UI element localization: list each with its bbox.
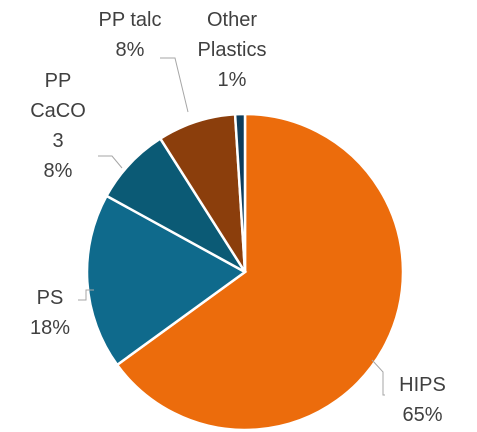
pie-slice [115,112,405,432]
slice-label: PS 18% [15,283,85,343]
category-label: PP talc [98,9,162,31]
leader-line [160,57,189,113]
slice-label: Other Plastics 1% [194,5,270,95]
pie-slice [233,112,247,273]
leader-line [371,359,385,396]
pie-slice [85,194,248,367]
value-label: 65% [402,404,443,426]
category-label: HIPS [399,374,446,396]
category-label: PS [36,287,64,309]
slice-label: PP CaCO3 8% [28,66,88,186]
category-label: PP CaCO3 [30,70,86,152]
leader-line [78,289,94,301]
slice-label: HIPS 65% [385,370,460,430]
slice-label: PP talc 8% [85,5,175,65]
value-label: 8% [115,39,145,61]
leader-line [98,155,123,169]
value-label: 1% [217,69,247,91]
category-label: Other Plastics [197,9,267,61]
value-label: 18% [29,317,71,339]
value-label: 8% [43,160,73,182]
